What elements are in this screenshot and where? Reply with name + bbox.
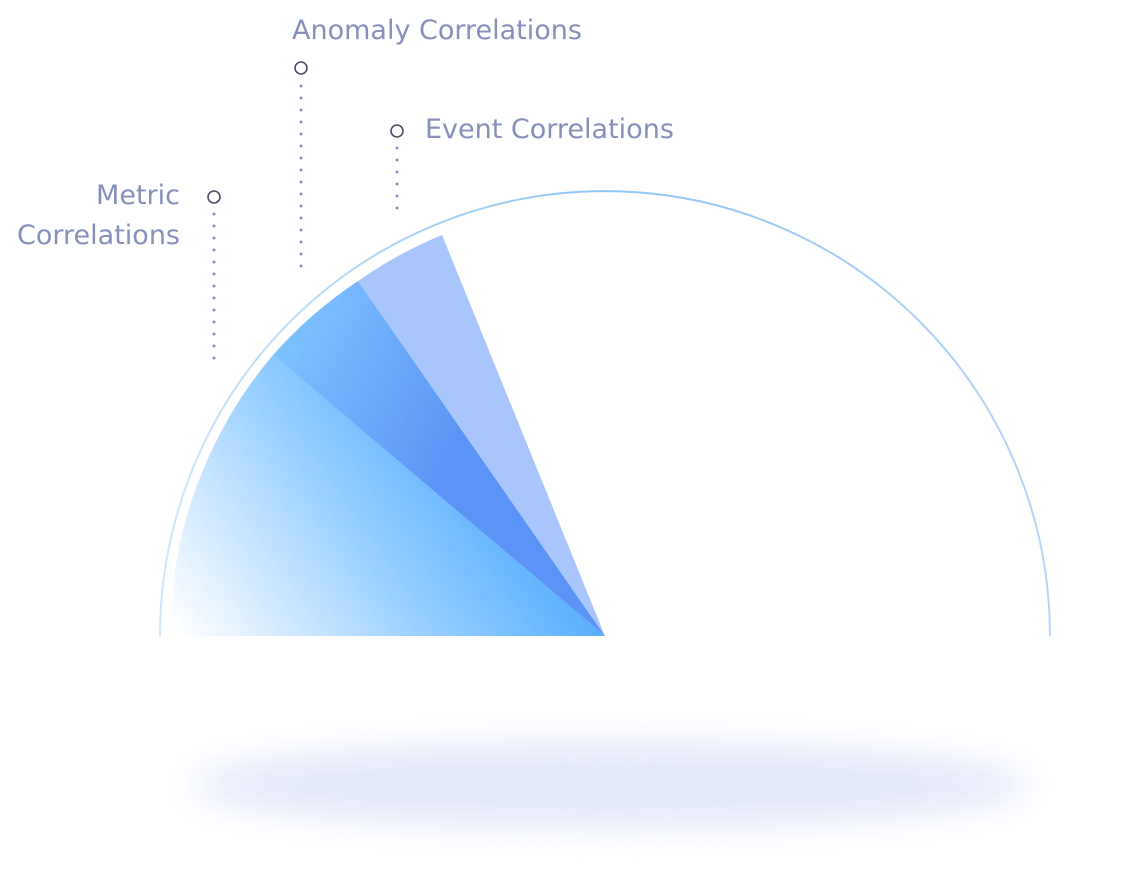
anomaly-wedge: [273, 281, 605, 636]
leader-lines: [212, 84, 399, 368]
shadow: [190, 743, 1030, 827]
leader-dots: [207, 61, 404, 204]
metric-label: Metric Correlations: [17, 180, 180, 251]
metric-wedge: [170, 355, 605, 636]
event-wedge: [358, 235, 605, 636]
gauge-ring: [159, 190, 1051, 637]
anomaly-label: Anomaly Correlations: [292, 15, 582, 46]
event-label: Event Correlations: [425, 114, 674, 145]
